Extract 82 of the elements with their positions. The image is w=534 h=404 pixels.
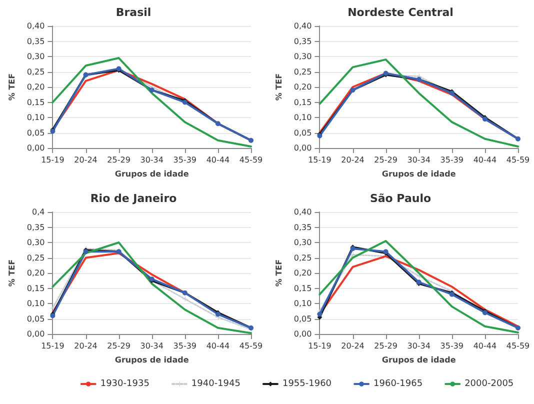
y-tick-label: 0,35 [294,222,312,232]
x-tick-label: 40-44 [473,156,497,164]
y-tick-label: 0,20 [294,82,312,92]
chart-title: Rio de Janeiro [90,192,178,205]
chart-title: Brasil [116,6,152,19]
y-tick-label: 0,25 [26,67,45,76]
x-tick-label: 15-19 [41,342,64,350]
x-tick-label: 15-19 [41,156,64,164]
x-tick-label: 20-24 [74,342,98,350]
y-tick-label: 0,15 [294,284,312,293]
x-axis-title: Grupos de idade [114,356,190,364]
x-tick-label: 45-59 [506,342,530,350]
y-tick-label: 0,20 [294,268,312,278]
x-tick-label: 20-24 [341,156,364,164]
legend-label: 1960-1965 [374,379,423,389]
y-axis-title: % TEF [8,259,16,287]
x-tick-label: 25-29 [374,156,398,164]
x-tick-label: 35-39 [440,342,464,350]
y-tick-label: 0,25 [26,253,45,262]
y-tick-label: 0,4 [32,208,45,216]
legend-label: 1940-1945 [191,379,240,389]
y-tick-label: 0,40 [294,208,312,216]
y-axis-title: % TEF [274,259,284,287]
x-axis-title: Grupos de idade [382,356,456,364]
x-axis-title: Grupos de idade [114,170,190,178]
y-tick-label: 0,35 [26,36,45,46]
chart-title: Nordeste Central [348,6,454,19]
y-tick-label: 0,40 [294,22,312,30]
y-tick-label: 0,00 [26,330,45,338]
chart-title: São Paulo [370,192,432,205]
y-tick-label: 0,30 [294,52,312,61]
x-tick-label: 30-34 [407,156,430,164]
x-tick-label: 30-34 [140,156,164,164]
x-tick-label: 25-29 [107,342,130,350]
x-tick-label: 40-44 [473,342,497,350]
y-tick-label: 0,20 [26,268,45,278]
y-tick-label: 0,05 [26,314,45,324]
x-tick-label: 25-29 [107,156,130,164]
y-tick-label: 0,10 [26,113,45,122]
x-tick-label: 30-34 [140,342,164,350]
y-tick-label: 0,40 [26,22,45,30]
x-tick-label: 20-24 [74,156,98,164]
x-tick-label: 40-44 [206,156,230,164]
y-tick-label: 0,35 [26,222,45,232]
y-axis-title: % TEF [274,73,284,101]
x-tick-label: 15-19 [308,342,332,350]
y-tick-label: 0,00 [294,144,312,152]
x-tick-label: 15-19 [308,156,332,164]
y-tick-label: 0,10 [26,299,45,308]
y-tick-label: 0,15 [26,98,45,107]
y-tick-label: 0,05 [294,314,312,324]
x-axis-title: Grupos de idade [382,170,456,178]
x-tick-label: 45-59 [239,342,263,350]
legend-label: 1930-1935 [100,379,150,389]
y-tick-label: 0,00 [294,330,312,338]
point [317,312,322,317]
y-tick-label: 0,20 [26,82,45,92]
y-tick-label: 0,10 [294,113,312,122]
y-tick-label: 0,05 [294,128,312,138]
legend-label: 2000-2005 [464,379,514,389]
x-tick-label: 25-29 [374,342,398,350]
y-tick-label: 0,15 [294,98,312,107]
legend-label: 1955-1960 [282,379,332,389]
y-tick-label: 0,00 [26,144,45,152]
y-tick-label: 0,25 [294,67,312,76]
x-tick-label: 35-39 [440,156,464,164]
y-tick-label: 0,25 [294,253,312,262]
x-tick-label: 35-39 [173,156,197,164]
y-tick-label: 0,35 [294,36,312,46]
x-tick-label: 40-44 [206,342,230,350]
y-tick-label: 0,05 [26,128,45,138]
x-tick-label: 30-34 [407,342,430,350]
x-tick-label: 45-59 [506,156,530,164]
y-tick-label: 0,15 [26,284,45,293]
y-tick-label: 0,30 [26,238,45,247]
x-tick-label: 35-39 [173,342,197,350]
y-tick-label: 0,10 [294,299,312,308]
x-tick-label: 45-59 [239,156,263,164]
y-tick-label: 0,30 [26,52,45,61]
y-tick-label: 0,30 [294,238,312,247]
x-tick-label: 20-24 [341,342,364,350]
y-axis-title: % TEF [8,73,16,101]
